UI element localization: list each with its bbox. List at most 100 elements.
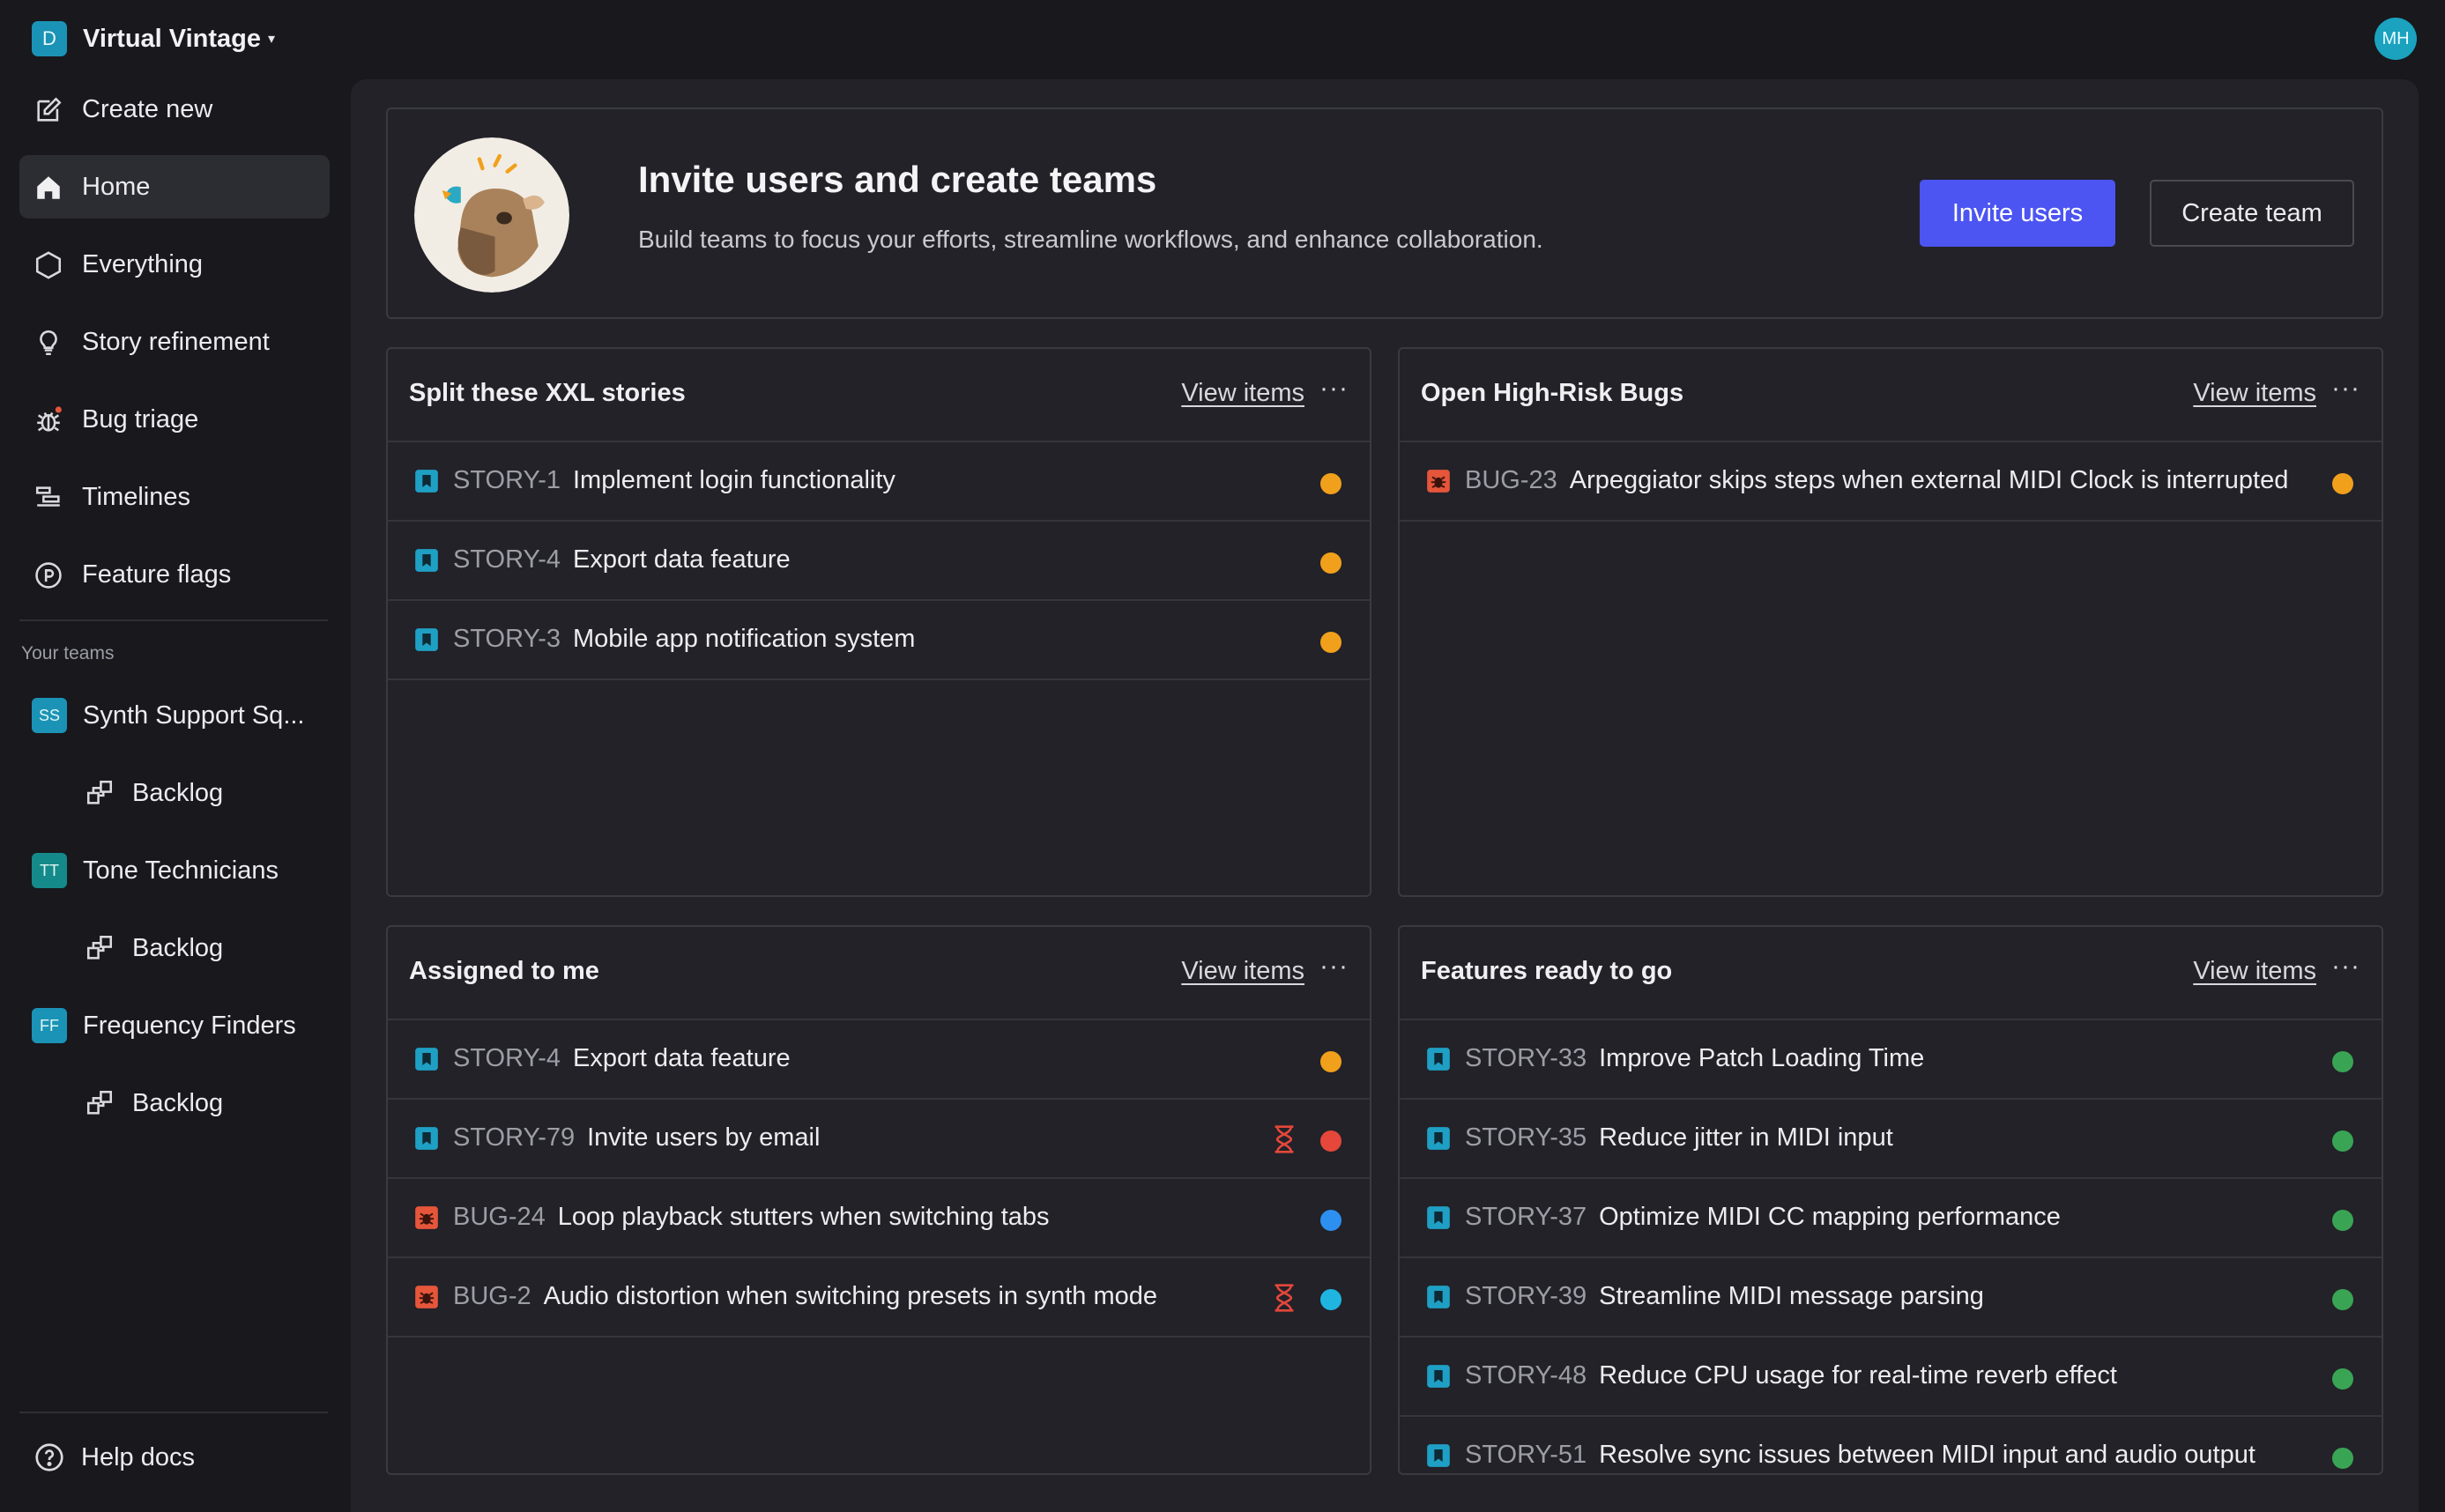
view-items-link[interactable]: View items xyxy=(2193,957,2316,985)
card-split-xxl-stories: Split these XXL stories View items ··· S… xyxy=(386,347,1371,897)
nav-label: Everything xyxy=(82,249,204,278)
list-item[interactable]: STORY-48 Reduce CPU usage for real-time r… xyxy=(1400,1338,2382,1417)
team-tone-technicians[interactable]: TT Tone Technicians xyxy=(32,851,279,890)
list-item[interactable]: STORY-4 Export data feature xyxy=(388,522,1370,601)
avatar[interactable]: MH xyxy=(2374,18,2417,60)
card-title: Assigned to me xyxy=(409,957,599,985)
team-name: Frequency Finders xyxy=(83,1011,296,1040)
hourglass-icon xyxy=(1273,1283,1296,1313)
story-type-icon xyxy=(1426,1047,1451,1071)
item-key: STORY-51 xyxy=(1465,1441,1587,1469)
nav-bug-triage[interactable]: Bug triage xyxy=(19,388,330,451)
team-synth-support[interactable]: SS Synth Support Sq... xyxy=(32,696,304,735)
more-options-icon[interactable]: ··· xyxy=(2331,952,2360,981)
list-item[interactable]: STORY-79 Invite users by email xyxy=(388,1100,1370,1179)
list-item[interactable]: STORY-37 Optimize MIDI CC mapping perform… xyxy=(1400,1179,2382,1258)
team-name: Tone Technicians xyxy=(83,856,279,885)
status-dot xyxy=(1320,1210,1341,1231)
list-item[interactable]: STORY-3 Mobile app notification system xyxy=(388,601,1370,680)
story-type-icon xyxy=(414,627,439,652)
banner-subtitle: Build teams to focus your efforts, strea… xyxy=(638,226,1543,253)
list-item[interactable]: BUG-24 Loop playback stutters when switch… xyxy=(388,1179,1370,1258)
more-options-icon[interactable]: ··· xyxy=(1319,374,1349,403)
nav-label: Home xyxy=(82,172,151,201)
status-dot xyxy=(2332,1368,2353,1390)
bug-type-icon xyxy=(414,1285,439,1309)
main-content: Invite users and create teams Build team… xyxy=(351,79,2419,1512)
status-dot xyxy=(2332,1448,2353,1469)
story-type-icon xyxy=(414,1126,439,1151)
help-label: Help docs xyxy=(81,1442,195,1471)
item-title: Arpeggiator skips steps when external MI… xyxy=(1569,466,2289,494)
status-dot xyxy=(2332,1289,2353,1310)
bug-type-icon xyxy=(1426,469,1451,493)
teams-heading: Your teams xyxy=(21,643,115,663)
item-text: STORY-37 Optimize MIDI CC mapping perform… xyxy=(1465,1203,2061,1232)
help-docs-link[interactable]: Help docs xyxy=(33,1442,195,1473)
backlog-icon xyxy=(86,1090,113,1115)
timeline-icon xyxy=(33,483,63,513)
nav-story-refinement[interactable]: Story refinement xyxy=(19,310,330,374)
card-header: Split these XXL stories View items ··· xyxy=(388,349,1370,442)
nav-label: Bug triage xyxy=(82,404,199,434)
chevron-down-icon: ▾ xyxy=(268,32,276,47)
list-item[interactable]: STORY-39 Streamline MIDI message parsing xyxy=(1400,1258,2382,1338)
item-title: Loop playback stutters when switching ta… xyxy=(557,1203,1050,1231)
onboarding-banner: Invite users and create teams Build team… xyxy=(386,107,2383,319)
more-options-icon[interactable]: ··· xyxy=(1319,952,1349,981)
team-badge: TT xyxy=(32,853,67,888)
team-backlog-link[interactable]: Backlog xyxy=(85,775,223,811)
item-key: BUG-24 xyxy=(453,1203,546,1231)
item-title: Audio distortion when switching presets … xyxy=(543,1282,1158,1310)
workspace-switcher[interactable]: D Virtual Vintage ▾ xyxy=(32,19,275,58)
story-type-icon xyxy=(1426,1126,1451,1151)
nav-everything[interactable]: Everything xyxy=(19,233,330,296)
list-item[interactable]: BUG-23 Arpeggiator skips steps when exter… xyxy=(1400,442,2382,522)
card-open-high-risk-bugs: Open High-Risk Bugs View items ··· BUG-2… xyxy=(1398,347,2383,897)
team-backlog-link[interactable]: Backlog xyxy=(85,930,223,966)
nav-feature-flags[interactable]: Feature flags xyxy=(19,543,330,606)
item-text: BUG-24 Loop playback stutters when switch… xyxy=(453,1203,1050,1232)
item-text: STORY-48 Reduce CPU usage for real-time r… xyxy=(1465,1361,2117,1390)
team-frequency-finders[interactable]: FF Frequency Finders xyxy=(32,1006,296,1045)
item-key: STORY-4 xyxy=(453,545,561,574)
list-item[interactable]: STORY-1 Implement login functionality xyxy=(388,442,1370,522)
story-type-icon xyxy=(414,548,439,573)
view-items-link[interactable]: View items xyxy=(2193,379,2316,407)
item-title: Improve Patch Loading Time xyxy=(1599,1044,1925,1072)
home-icon xyxy=(33,173,63,203)
nav-create-new[interactable]: Create new xyxy=(19,78,330,141)
list-item[interactable]: STORY-4 Export data feature xyxy=(388,1020,1370,1100)
item-text: STORY-35 Reduce jitter in MIDI input xyxy=(1465,1123,1893,1153)
list-item[interactable]: STORY-51 Resolve sync issues between MIDI… xyxy=(1400,1417,2382,1473)
item-text: STORY-1 Implement login functionality xyxy=(453,466,896,495)
flag-icon xyxy=(33,560,63,590)
item-text: STORY-3 Mobile app notification system xyxy=(453,625,915,654)
nav-home[interactable]: Home xyxy=(19,155,330,219)
list-item[interactable]: BUG-2 Audio distortion when switching pre… xyxy=(388,1258,1370,1338)
view-items-link[interactable]: View items xyxy=(1181,957,1304,985)
hexagon-icon xyxy=(33,250,63,280)
lightbulb-icon xyxy=(33,328,63,358)
nav-timelines[interactable]: Timelines xyxy=(19,465,330,529)
team-backlog-link[interactable]: Backlog xyxy=(85,1086,223,1121)
item-key: STORY-48 xyxy=(1465,1361,1587,1390)
backlog-icon xyxy=(86,780,113,804)
item-title: Export data feature xyxy=(572,545,791,574)
edit-icon xyxy=(33,95,63,125)
list-item[interactable]: STORY-35 Reduce jitter in MIDI input xyxy=(1400,1100,2382,1179)
story-type-icon xyxy=(1426,1443,1451,1468)
item-text: STORY-51 Resolve sync issues between MIDI… xyxy=(1465,1441,2255,1470)
backlog-icon xyxy=(86,935,113,960)
invite-users-button[interactable]: Invite users xyxy=(1920,180,2115,247)
view-items-link[interactable]: View items xyxy=(1181,379,1304,407)
status-dot xyxy=(2332,1210,2353,1231)
more-options-icon[interactable]: ··· xyxy=(2331,374,2360,403)
item-key: BUG-23 xyxy=(1465,466,1557,494)
list-item[interactable]: STORY-33 Improve Patch Loading Time xyxy=(1400,1020,2382,1100)
item-title: Reduce jitter in MIDI input xyxy=(1599,1123,1893,1152)
item-title: Reduce CPU usage for real-time reverb ef… xyxy=(1599,1361,2117,1390)
item-text: BUG-23 Arpeggiator skips steps when exter… xyxy=(1465,466,2288,495)
item-key: STORY-37 xyxy=(1465,1203,1587,1231)
create-team-button[interactable]: Create team xyxy=(2150,180,2354,247)
